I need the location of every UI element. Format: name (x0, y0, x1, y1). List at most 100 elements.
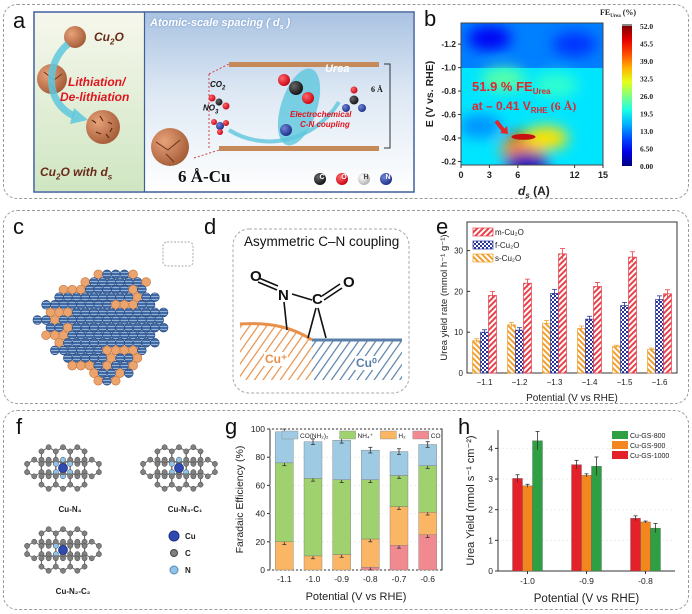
c-atom (183, 448, 190, 455)
cu-atom (123, 368, 134, 378)
c-atom (52, 481, 59, 488)
c-atom (168, 448, 175, 455)
legend-swatch (412, 430, 430, 440)
c-atom (38, 461, 45, 467)
bar-s-Cu₂O (507, 324, 516, 374)
cu-atom (32, 315, 43, 325)
bar-m-Cu₂O (558, 253, 567, 374)
atom-legend-cu-label: Cu (185, 532, 196, 541)
c-atom (96, 469, 102, 476)
c-atom (24, 469, 30, 476)
c-atom (52, 530, 59, 537)
c-atom (183, 473, 190, 480)
c-atom (45, 444, 52, 451)
x-tick-label: -0.9 (334, 574, 349, 584)
row-frame-top (3, 4, 689, 199)
porous-cu2o-particle-icon (86, 110, 120, 144)
atom-c: C (312, 291, 323, 308)
colorbar-tick-label: 6.50 (640, 145, 653, 154)
c-atom (88, 473, 95, 480)
x-tick-label: -1.0 (306, 574, 321, 584)
atom-o-right: O (343, 274, 355, 291)
c-atom (190, 469, 197, 476)
cu2o-particle-icon (64, 26, 86, 48)
n-atom (168, 461, 175, 467)
bar-Cu-GS-800 (532, 440, 543, 572)
n-atom (52, 461, 59, 467)
bar-Cu-GS-1000 (571, 464, 582, 572)
cu-atom (150, 338, 160, 348)
colorbar-tick-label: 0.00 (640, 162, 653, 171)
c-atom (154, 461, 161, 467)
c-atom (74, 469, 81, 476)
x-tick-label: -0.7 (392, 574, 407, 584)
c-atom (38, 555, 45, 562)
x-axis-label: Potential (V vs RHE) (306, 591, 407, 603)
y-tick-label: 10 (454, 328, 463, 337)
heatmap-hotspot (552, 32, 597, 57)
cu-atom (174, 463, 184, 473)
y-tick-label: -1.2 (441, 39, 456, 49)
colorbar-tick-label: 39.0 (640, 57, 653, 66)
panel-a-schematic (33, 11, 415, 193)
c-atom (24, 461, 30, 467)
bar-segment-H₂ (418, 511, 437, 535)
cu-plus-atom (141, 277, 151, 287)
cu-atom (58, 463, 68, 473)
panel-a-left-bg (35, 13, 144, 191)
bar-segment-CO (389, 545, 409, 571)
c-atom (183, 461, 190, 467)
bar-segment-NH₄⁺ (389, 475, 409, 507)
bar-f-Cu₂O (550, 293, 559, 374)
label-cn-coupling: C-N coupling (300, 120, 350, 129)
bar-f-Cu₂O (515, 329, 524, 374)
colorbar-tick-label: 13.0 (640, 127, 653, 136)
c-atom (31, 473, 38, 480)
legend-swatch (612, 441, 628, 449)
c-atom (60, 485, 66, 492)
y-tick-label: -1.0 (441, 63, 456, 73)
cu-atom (154, 315, 164, 325)
legend-label: f-Cu₂O (495, 241, 519, 250)
nanoparticle-lattice (32, 241, 194, 386)
row-frame-middle (3, 210, 689, 404)
x-tick-label: 3 (487, 170, 492, 180)
c-atom (45, 485, 52, 492)
c-atom (88, 538, 95, 545)
legend-swatch (612, 451, 628, 459)
heatmap-chart-b: -1.2 -1.0 -0.8 -0.6 -0.4 -0.20 3 6 12 15 ds (A) E (… (424, 8, 653, 200)
bar-f-Cu₂O (655, 299, 664, 374)
colorbar-title: FEUrea (%) (600, 8, 636, 19)
label-urea: Urea (325, 63, 350, 75)
bar-Cu-GS-900 (581, 475, 592, 572)
cu-atom (145, 330, 156, 340)
panel-label-d: d (204, 214, 217, 239)
label-cu2o-with-ds: Cu2O with ds (40, 165, 113, 182)
atom-legend-c-icon (314, 173, 326, 185)
cu-plus-atom (128, 269, 138, 280)
bar-Cu-GS-900 (522, 485, 533, 572)
x-tick-label: 0 (458, 170, 463, 180)
cu-plus-atom (93, 376, 104, 386)
bar-segment-NH₄⁺ (332, 479, 351, 555)
cu-atom (158, 322, 169, 333)
atom-o-left: O (250, 268, 262, 285)
panel-label-c: c (13, 214, 24, 239)
c-atom (197, 461, 204, 467)
x-tick-label: −1.4 (582, 378, 598, 387)
panel-label-e: e (436, 214, 449, 239)
c-atom (74, 526, 81, 533)
y-tick-label: 20 (256, 537, 266, 547)
legend-swatch (472, 227, 494, 237)
cu-atom (50, 345, 60, 356)
y-tick-label: -0.2 (441, 156, 456, 166)
c-atom (45, 469, 52, 476)
heatmap-hotspot (461, 114, 502, 139)
c-atom (60, 567, 66, 574)
legend-swatch (339, 430, 356, 440)
c-atom (212, 469, 218, 476)
atom-legend-h-icon (358, 173, 370, 185)
y-tick-label: 3 (488, 474, 493, 484)
x-tick-label: -1.1 (277, 574, 292, 584)
n-atom (176, 456, 182, 463)
